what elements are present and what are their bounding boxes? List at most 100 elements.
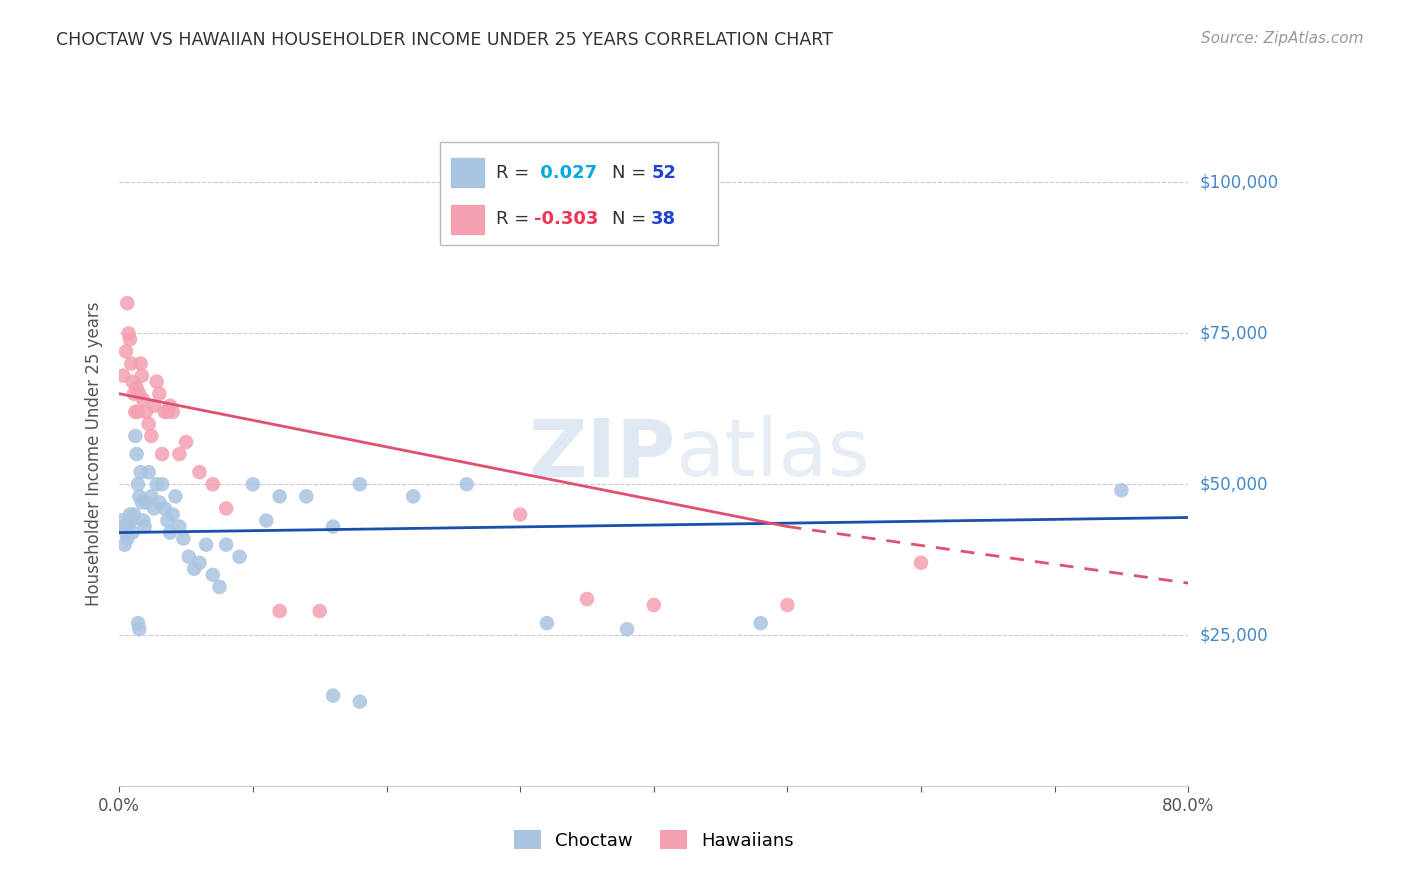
Point [120, 357, 142, 371]
Point [117, 296, 139, 310]
Point [215, 538, 238, 552]
Point [141, 489, 163, 503]
Point [174, 435, 197, 450]
Point [349, 695, 371, 709]
Point [322, 689, 344, 703]
Point [183, 562, 205, 576]
Point [295, 489, 318, 503]
Point [643, 598, 665, 612]
Point [124, 405, 146, 419]
Point [128, 622, 150, 636]
Point [156, 514, 179, 528]
Text: 0.027: 0.027 [534, 164, 598, 182]
Point [169, 519, 191, 533]
Text: R =: R = [495, 211, 534, 228]
Point [177, 549, 200, 564]
Point [131, 495, 153, 509]
Point [201, 477, 224, 491]
Text: N =: N = [612, 164, 652, 182]
Point [575, 592, 598, 607]
Point [162, 508, 184, 522]
Point [128, 386, 150, 401]
Point [122, 386, 145, 401]
Point [456, 477, 478, 491]
Point [159, 525, 181, 540]
Point [153, 405, 176, 419]
Point [115, 344, 138, 359]
Text: $100,000: $100,000 [1199, 173, 1278, 192]
Point [162, 405, 184, 419]
Point [616, 622, 638, 636]
Point [124, 429, 146, 443]
Point [150, 477, 173, 491]
Point [402, 489, 425, 503]
Point [117, 532, 139, 546]
Point [1111, 483, 1133, 498]
Point [150, 447, 173, 461]
Point [127, 405, 149, 419]
Point [148, 386, 170, 401]
Point [138, 465, 160, 479]
Point [131, 368, 153, 383]
Point [228, 549, 250, 564]
Y-axis label: Householder Income Under 25 years: Householder Income Under 25 years [86, 301, 103, 607]
Point [135, 405, 157, 419]
Point [536, 616, 558, 631]
Point [129, 465, 152, 479]
Point [122, 508, 145, 522]
Point [322, 519, 344, 533]
Point [132, 392, 155, 407]
Point [156, 405, 179, 419]
Text: N =: N = [612, 211, 652, 228]
Point [114, 538, 136, 552]
Point [308, 604, 330, 618]
Point [143, 501, 166, 516]
Point [148, 495, 170, 509]
Point [776, 598, 799, 612]
Point [195, 538, 218, 552]
Point [153, 501, 176, 516]
Text: atlas: atlas [675, 415, 869, 493]
Point [128, 489, 150, 503]
Point [145, 477, 167, 491]
Point [349, 477, 371, 491]
Point [125, 381, 148, 395]
Point [201, 567, 224, 582]
Point [242, 477, 264, 491]
Point [117, 326, 139, 341]
Point [117, 519, 139, 533]
Point [127, 616, 149, 631]
Point [111, 514, 134, 528]
Point [254, 514, 277, 528]
Point [135, 495, 157, 509]
Text: 38: 38 [651, 211, 676, 228]
Point [165, 489, 187, 503]
Point [134, 519, 156, 533]
Text: $25,000: $25,000 [1199, 626, 1268, 644]
Legend: Choctaw, Hawaiians: Choctaw, Hawaiians [506, 823, 801, 857]
Point [143, 399, 166, 413]
Text: -0.303: -0.303 [534, 211, 599, 228]
Point [121, 525, 143, 540]
Text: CHOCTAW VS HAWAIIAN HOUSEHOLDER INCOME UNDER 25 YEARS CORRELATION CHART: CHOCTAW VS HAWAIIAN HOUSEHOLDER INCOME U… [56, 31, 834, 49]
Point [145, 375, 167, 389]
Point [910, 556, 932, 570]
Point [120, 514, 142, 528]
Point [125, 447, 148, 461]
Point [112, 519, 135, 533]
Point [269, 604, 291, 618]
Point [138, 417, 160, 431]
Text: $50,000: $50,000 [1199, 475, 1268, 493]
Point [112, 368, 135, 383]
Point [215, 501, 238, 516]
Point [208, 580, 231, 594]
Point [129, 357, 152, 371]
Point [127, 477, 149, 491]
Text: ZIP: ZIP [527, 415, 675, 493]
Point [172, 532, 194, 546]
Text: Source: ZipAtlas.com: Source: ZipAtlas.com [1201, 31, 1364, 46]
Point [749, 616, 772, 631]
Text: $75,000: $75,000 [1199, 325, 1268, 343]
Point [118, 508, 141, 522]
Point [115, 525, 138, 540]
